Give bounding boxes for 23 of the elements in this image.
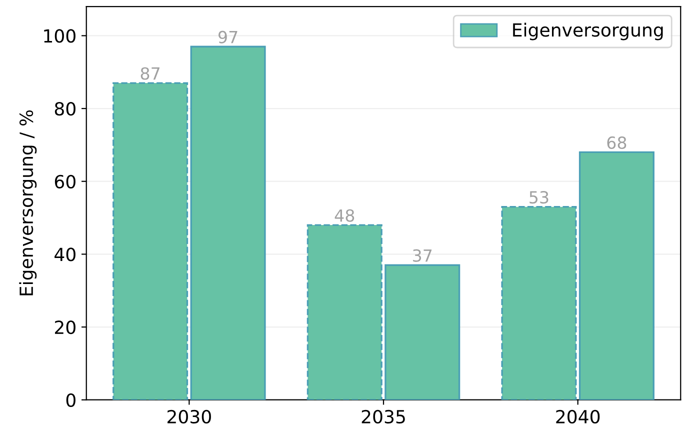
y-tick-label: 40 [54,248,76,262]
x-tick-label: 2040 [556,410,600,424]
bar [578,151,654,400]
data-label: 87 [140,67,160,80]
y-tick-label: 60 [54,174,76,188]
data-label: 68 [607,136,626,149]
bar [384,264,460,400]
bar [190,46,266,400]
bar [306,224,382,400]
y-tick-label: 0 [66,393,76,407]
data-label: 53 [530,191,548,204]
y-tick-label: 20 [55,320,76,334]
y-tick-label: 80 [54,102,76,116]
x-tick-label: 2035 [362,410,405,424]
data-label: 48 [334,209,354,222]
x-tick-label: 2030 [168,410,211,424]
y-tick-label: 100 [44,29,76,43]
bar [501,206,577,400]
bar [112,82,188,400]
y-axis-title: Eigenversorgung / % [19,110,37,296]
legend-label: Eigenversorgung [513,22,663,40]
data-label: 37 [413,249,432,262]
data-label: 97 [218,30,238,44]
